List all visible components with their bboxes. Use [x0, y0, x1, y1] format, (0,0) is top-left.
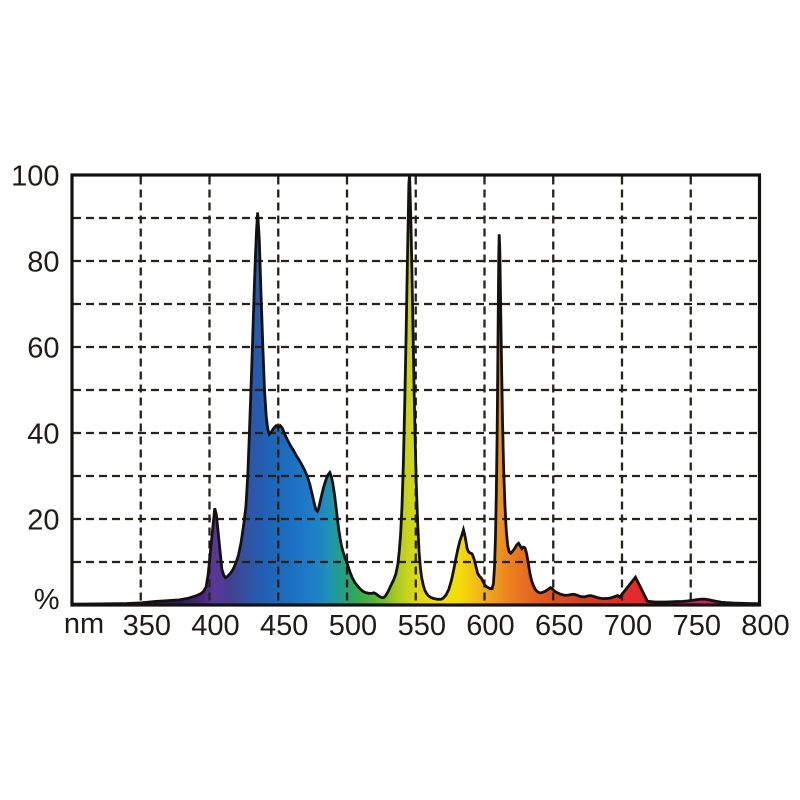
svg-text:60: 60: [27, 333, 59, 365]
svg-text:nm: nm: [64, 608, 104, 640]
svg-text:700: 700: [604, 610, 652, 642]
svg-text:40: 40: [27, 419, 59, 451]
svg-text:800: 800: [741, 610, 789, 642]
svg-text:350: 350: [123, 610, 171, 642]
svg-text:450: 450: [260, 610, 308, 642]
svg-text:80: 80: [27, 247, 59, 279]
svg-text:%: %: [34, 584, 60, 616]
svg-text:100: 100: [11, 161, 59, 193]
svg-text:20: 20: [27, 505, 59, 537]
svg-text:550: 550: [398, 610, 446, 642]
svg-text:600: 600: [466, 610, 514, 642]
svg-text:750: 750: [673, 610, 721, 642]
svg-text:400: 400: [191, 610, 239, 642]
svg-text:500: 500: [329, 610, 377, 642]
svg-text:650: 650: [535, 610, 583, 642]
